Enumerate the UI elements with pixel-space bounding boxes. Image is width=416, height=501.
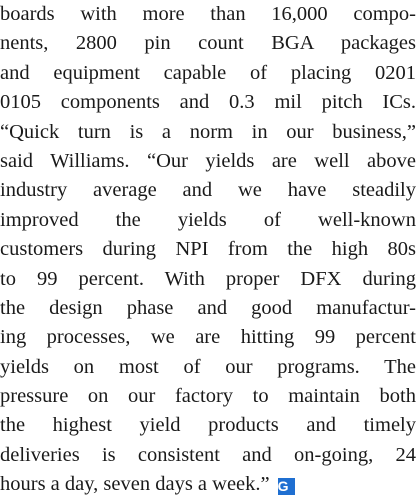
text-line: to 99 percent. With proper DFX during xyxy=(0,265,416,294)
text-line: yields on most of our programs. The xyxy=(0,353,416,382)
text-line: the design phase and good manufactur- xyxy=(0,294,416,323)
line-text: industry average and we have steadily xyxy=(0,179,416,202)
line-text: 0105 components and 0.3 mil pitch ICs. xyxy=(0,91,416,114)
line-text: deliveries is consistent and on-going, 2… xyxy=(0,443,416,466)
line-text: and equipment capable of placing 0201 xyxy=(0,61,416,84)
text-line: nents, 2800 pin count BGA packages xyxy=(0,29,416,58)
line-text: yields on most of our programs. The xyxy=(0,355,416,378)
text-line: customers during NPI from the high 80s xyxy=(0,235,416,264)
line-text: boards with more than 16,000 compo- xyxy=(0,3,416,25)
line-text: ing processes, we are hitting 99 percent xyxy=(0,326,416,349)
text-line: pressure on our factory to maintain both xyxy=(0,382,416,411)
line-text: nents, 2800 pin count BGA packages xyxy=(0,32,416,55)
end-mark: G xyxy=(277,478,295,496)
text-line: 0105 components and 0.3 mil pitch ICs. xyxy=(0,88,416,117)
line-text: said Williams. “Our yields are well abov… xyxy=(0,149,416,172)
line-text: customers during NPI from the high 80s xyxy=(0,238,416,261)
line-text: “Quick turn is a norm in our business,” xyxy=(0,120,416,143)
line-text: hours a day, seven days a week.” xyxy=(0,473,270,496)
line-text: to 99 percent. With proper DFX during xyxy=(0,267,416,290)
line-text: improved the yields of well-known xyxy=(0,208,416,231)
text-line: industry average and we have steadily xyxy=(0,176,416,205)
line-text: the highest yield products and timely xyxy=(0,414,416,437)
text-line: ing processes, we are hitting 99 percent xyxy=(0,323,416,352)
line-text: the design phase and good manufactur- xyxy=(0,296,416,319)
text-line: “Quick turn is a norm in our business,” xyxy=(0,118,416,147)
text-line: boards with more than 16,000 compo- xyxy=(0,0,416,29)
text-line: deliveries is consistent and on-going, 2… xyxy=(0,441,416,470)
line-text: pressure on our factory to maintain both xyxy=(0,385,416,408)
text-line: improved the yields of well-known xyxy=(0,206,416,235)
text-line: the highest yield products and timely xyxy=(0,411,416,440)
text-line: and equipment capable of placing 0201 xyxy=(0,59,416,88)
text-line: hours a day, seven days a week.” G xyxy=(0,470,416,499)
text-line: said Williams. “Our yields are well abov… xyxy=(0,147,416,176)
